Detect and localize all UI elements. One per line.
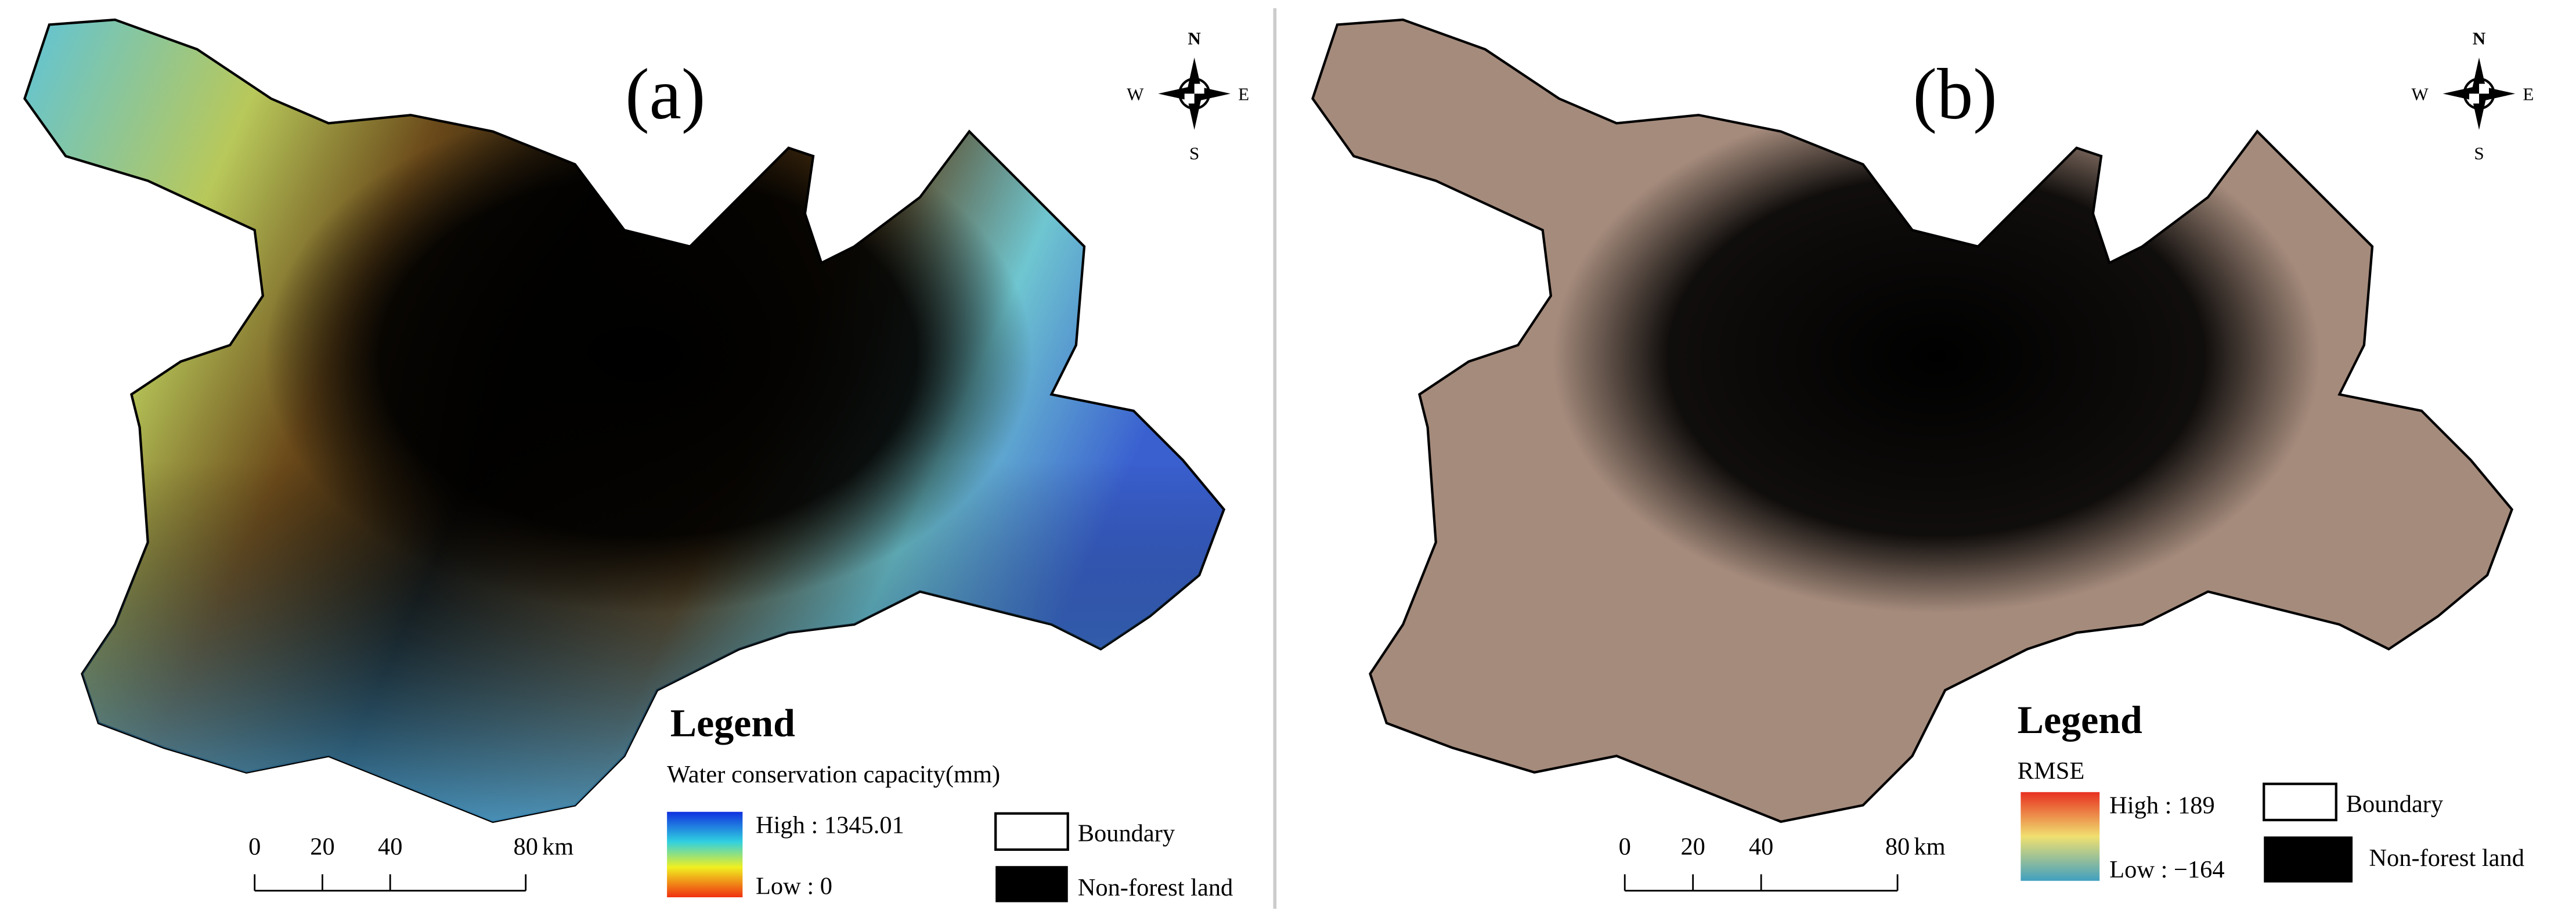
compass-center [2469,93,2480,104]
compass-w: W [1127,84,1144,104]
scale-label: 80 [513,833,537,860]
legend-title: Legend [2018,698,2142,742]
compass-s: S [1189,143,1199,164]
scale-label: 20 [310,833,334,860]
compass-e: E [2523,84,2534,104]
legend-gradient [2021,792,2100,881]
compass-w: W [2411,84,2429,104]
compass-center [1194,84,1204,94]
panel-label: (b) [1913,54,1997,134]
scale-label: 40 [378,833,402,860]
scale-label: 80 [1885,833,1910,860]
boundary-swatch [994,812,1069,851]
boundary-label: Boundary [2346,790,2444,818]
compass-e: E [1238,84,1249,104]
nonforest-label: Non-forest land [1078,874,1233,901]
legend-subtitle: RMSE [2018,757,2085,785]
nonforest-label: Non-forest land [2369,844,2524,872]
legend-low: Low : 0 [756,872,832,900]
boundary-swatch [2263,782,2337,822]
scale-label: 40 [1749,833,1773,860]
scale-label: 0 [1619,833,1631,860]
panel-label: (a) [625,54,705,134]
compass-center [1184,93,1195,104]
scale-label: 0 [248,833,261,860]
legend-high: High : 189 [2109,792,2215,819]
compass-n: N [2473,28,2486,48]
nonforest-swatch [2264,836,2353,883]
nonforest-swatch [995,866,1068,902]
scale-label: 20 [1680,833,1705,860]
compass-n: N [1188,28,1201,48]
legend-high: High : 1345.01 [756,812,904,839]
compass-center [2479,84,2489,94]
scale-unit: km [1914,833,1945,860]
legend-subtitle: Water conservation capacity(mm) [667,761,1000,788]
boundary-label: Boundary [1078,820,1175,847]
legend-low: Low : −164 [2109,856,2224,883]
compass-s: S [2474,143,2484,164]
scale-unit: km [542,833,573,860]
legend-title: Legend [670,701,795,745]
legend-gradient [667,811,743,898]
